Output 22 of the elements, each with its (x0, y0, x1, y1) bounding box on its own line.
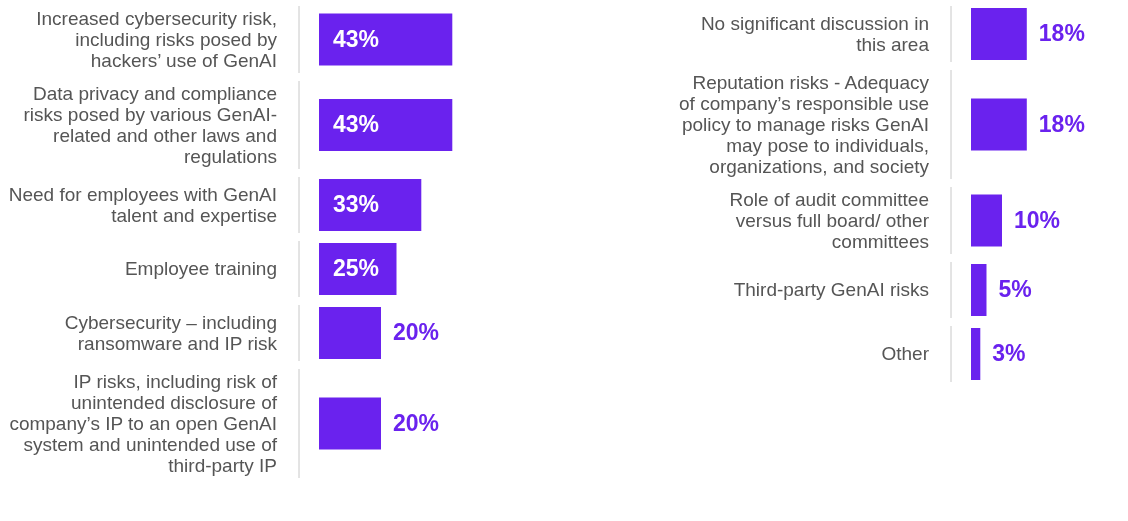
y-tick-label: Other (881, 343, 930, 364)
y-tick-label: Role of audit committee versus full board/ other committees (729, 188, 930, 252)
data-label: 18% (1038, 110, 1085, 137)
y-tick-label: IP risks, including risk of unintended disclosure of company’s IP to an open GenAI system and unintended use of third-party IP (9, 370, 278, 476)
y-tick-label: Need for employees with GenAI talent and expertise (8, 183, 277, 226)
y-tick-label: Increased cybersecurity risk, including risks posed by hackers’ use of GenAI (36, 7, 278, 71)
data-label: 25% (333, 255, 380, 281)
data-label: 18% (1038, 20, 1085, 46)
y-tick-label: Third-party GenAI risks (733, 279, 929, 300)
data-label: 43% (333, 111, 380, 137)
y-tick-label: Data privacy and compliance risks posed by various GenAI-related and other laws and regulations (23, 82, 277, 167)
y-tick-label: Cybersecurity – including ransomware and IP risk (64, 311, 278, 354)
data-label: 3% (992, 340, 1026, 366)
data-label: 20% (393, 319, 440, 345)
data-label: 10% (1014, 206, 1061, 233)
data-label: 5% (998, 276, 1032, 302)
data-label: 33% (333, 191, 380, 217)
data-label: 43% (333, 25, 380, 52)
y-tick-label: Employee training (124, 258, 277, 279)
data-label: 20% (393, 409, 440, 436)
y-tick-label: Reputation risks - Adequacy of company’s responsible use policy to manage risks GenAI may pose to individuals, organizations, and society (679, 71, 930, 177)
y-tick-label: No significant discussion in this area (700, 12, 930, 55)
